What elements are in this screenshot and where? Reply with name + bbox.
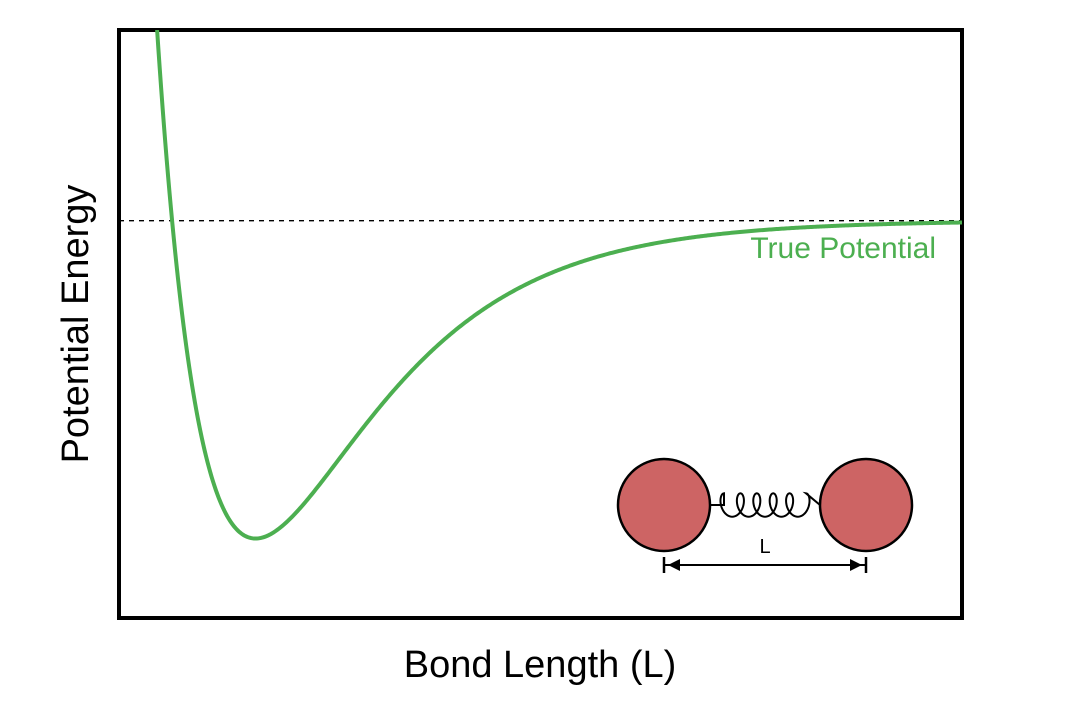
spring	[710, 491, 821, 518]
plot-frame	[117, 28, 964, 620]
atom-right	[818, 457, 914, 553]
dimension-arrow-right	[850, 559, 862, 571]
y-axis-title: Potential Energy	[55, 185, 97, 464]
diatomic-spring-icon: L	[616, 457, 914, 573]
series-label-true-potential: True Potential	[750, 232, 936, 265]
x-axis-title: Bond Length (L)	[404, 644, 677, 686]
atom-left	[616, 457, 712, 553]
bond-length-label: L	[759, 536, 770, 558]
dimension-arrow-left	[668, 559, 680, 571]
series-line-true-potential	[155, 30, 962, 541]
